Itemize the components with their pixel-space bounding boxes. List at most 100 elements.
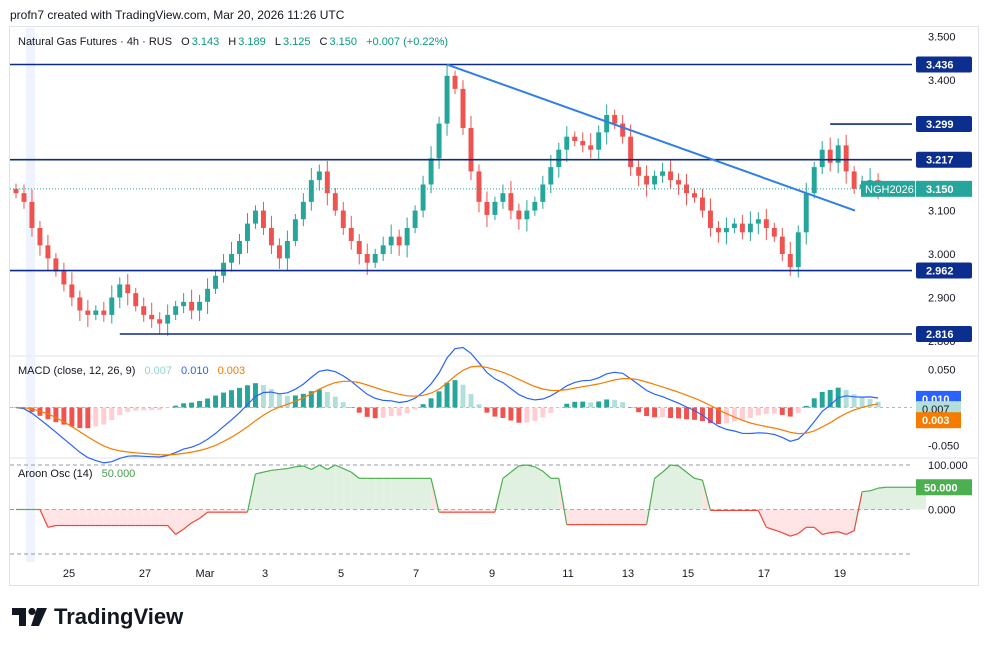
aroon-line-segment <box>853 491 863 531</box>
macd-histogram-bar <box>85 407 91 429</box>
aroon-area-fill <box>319 465 328 510</box>
macd-histogram-bar <box>692 407 697 420</box>
aroon-line-segment <box>39 509 49 528</box>
chart-attribution: profn7 created with TradingView.com, Mar… <box>10 8 345 22</box>
aroon-area-fill <box>798 509 807 534</box>
aroon-line-segment <box>175 528 184 535</box>
aroon-area-fill <box>542 471 551 510</box>
macd-histogram-bar <box>109 407 115 421</box>
trendline <box>446 63 856 212</box>
macd-histogram-bar <box>612 399 618 408</box>
aroon-area-fill <box>383 478 392 510</box>
macd-histogram-bar <box>859 397 865 408</box>
aroon-line-segment <box>797 526 807 535</box>
macd-histogram-bar <box>628 407 634 408</box>
aroon-area-fill <box>239 509 248 513</box>
macd-histogram-bar <box>205 398 211 408</box>
last-price-label: 3.150 <box>926 184 954 196</box>
macd-histogram-bar <box>875 401 881 408</box>
candle-body <box>747 223 753 233</box>
macd-histogram-bar <box>540 407 546 418</box>
candle-body <box>364 254 370 263</box>
candle-body <box>540 184 546 202</box>
candle-body <box>308 180 314 202</box>
aroon-area-fill <box>455 509 464 513</box>
price-axis-tick: 3.000 <box>928 249 956 261</box>
macd-histogram-bar <box>348 407 354 408</box>
macd-histogram-bar <box>404 407 410 414</box>
level-tag <box>916 56 972 73</box>
macd-histogram-bar <box>843 390 849 408</box>
macd-histogram-bar <box>181 403 187 408</box>
candle-body <box>173 306 179 315</box>
aroon-area-fill <box>303 465 312 510</box>
aroon-area-fill <box>878 487 887 510</box>
candle-body <box>221 262 227 276</box>
aroon-area-fill <box>143 509 152 526</box>
macd-histogram-bar <box>715 407 721 425</box>
candle-body <box>189 301 195 311</box>
tradingview-logo-icon <box>12 607 47 626</box>
aroon-area-fill <box>486 509 495 513</box>
aroon-line-segment <box>494 478 504 513</box>
aroon-area-fill <box>407 478 416 510</box>
candle-body <box>436 123 442 159</box>
candle-body <box>516 210 522 220</box>
macd-histogram-bar <box>476 404 482 408</box>
macd-histogram-bar <box>580 401 586 408</box>
aroon-line-segment <box>757 510 767 528</box>
candle-body <box>372 254 378 263</box>
candle-body <box>604 114 610 133</box>
aroon-area-fill <box>119 509 128 526</box>
candle-body <box>340 210 346 228</box>
open-value: 3.143 <box>191 36 220 48</box>
candle-body <box>731 223 737 228</box>
candle-body <box>684 184 689 194</box>
candle-body <box>723 227 729 233</box>
aroon-line-segment <box>319 464 328 470</box>
low-label: L <box>274 36 281 48</box>
candle-body <box>468 127 474 172</box>
aroon-axis-tick: 0.000 <box>928 505 956 517</box>
aroon-area-fill <box>814 509 823 535</box>
aroon-area-fill <box>654 472 663 510</box>
aroon-area-fill <box>295 465 304 510</box>
candle-body <box>61 271 67 285</box>
macd-histogram-bar <box>420 404 426 408</box>
aroon-line-segment <box>774 529 783 534</box>
macd-histogram-bar <box>644 407 650 417</box>
aroon-area-fill <box>71 509 80 526</box>
macd-histogram-bar <box>372 407 378 419</box>
aroon-area-fill <box>534 466 543 510</box>
aroon-line-segment <box>701 479 712 511</box>
candle-body <box>835 145 841 163</box>
aroon-area-fill <box>415 478 424 510</box>
aroon-line-segment <box>191 517 200 524</box>
candle-body <box>125 284 131 294</box>
candle-body <box>348 227 354 241</box>
macd-histogram-bar <box>755 407 761 416</box>
macd-histogram-bar <box>101 407 107 425</box>
candle-body <box>420 184 426 211</box>
macd-signal-tag <box>916 412 961 429</box>
candle-body <box>245 223 250 241</box>
candle-body <box>13 188 19 194</box>
candle-body <box>197 301 203 311</box>
macd-histogram-bar <box>197 401 203 408</box>
aroon-area-fill <box>478 509 487 513</box>
aroon-area-fill <box>399 478 408 510</box>
candle-body <box>300 201 306 220</box>
level-tag <box>916 151 972 168</box>
candle-body <box>532 201 538 211</box>
macd-histogram-bar <box>620 402 626 408</box>
macd-histogram-bar <box>412 407 418 410</box>
macd-histogram-bar <box>731 407 737 422</box>
aroon-area-fill <box>502 472 511 510</box>
macd-histogram-bar <box>117 407 123 415</box>
macd-histogram-bar <box>492 407 498 417</box>
aroon-line-segment <box>279 467 288 471</box>
macd-histogram-bar <box>795 407 801 413</box>
candle-body <box>324 171 330 194</box>
aroon-area-fill <box>343 468 352 510</box>
